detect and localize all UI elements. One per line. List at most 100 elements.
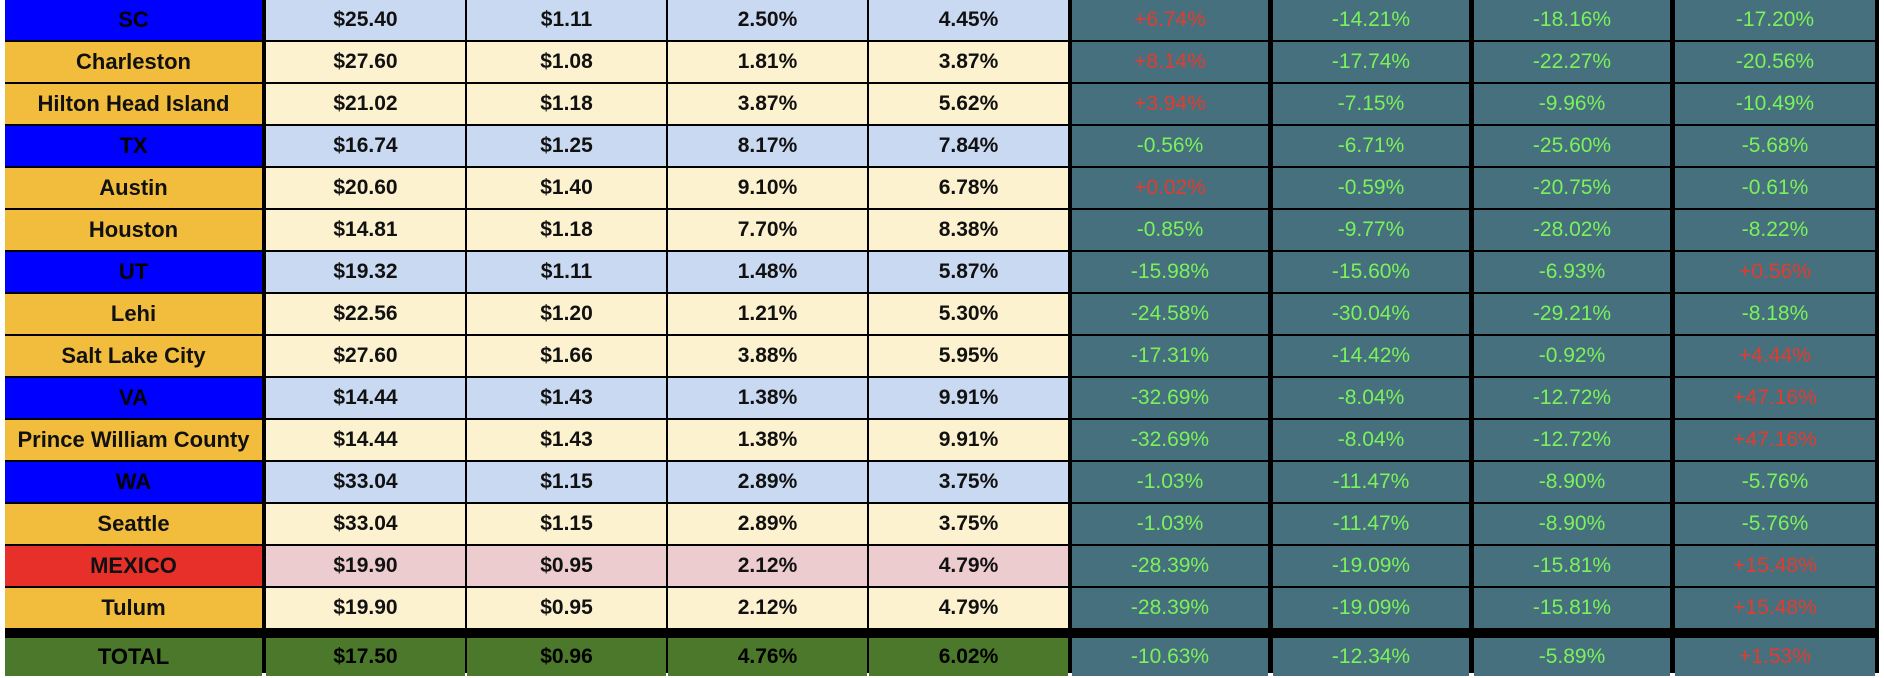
metric-value: 5.30% bbox=[869, 294, 1068, 334]
metric-value: $19.32 bbox=[266, 252, 465, 292]
location-name[interactable]: SC bbox=[5, 0, 262, 40]
location-name[interactable]: Hilton Head Island bbox=[5, 84, 262, 124]
metric-value: $14.81 bbox=[266, 210, 465, 250]
location-name[interactable]: Austin bbox=[5, 168, 262, 208]
change-value: -14.21% bbox=[1273, 0, 1469, 40]
change-value: +15.48% bbox=[1675, 546, 1875, 586]
change-value: -9.96% bbox=[1474, 84, 1670, 124]
metric-value: $14.44 bbox=[266, 420, 465, 460]
change-value: -20.56% bbox=[1675, 42, 1875, 82]
change-value: -8.04% bbox=[1273, 420, 1469, 460]
location-name[interactable]: Seattle bbox=[5, 504, 262, 544]
change-value: -30.04% bbox=[1273, 294, 1469, 334]
metric-value: $1.18 bbox=[467, 84, 666, 124]
change-value: -10.63% bbox=[1072, 638, 1268, 676]
metric-value: $1.25 bbox=[467, 126, 666, 166]
change-value: -9.77% bbox=[1273, 210, 1469, 250]
change-value: -28.39% bbox=[1072, 546, 1268, 586]
change-value: -24.58% bbox=[1072, 294, 1268, 334]
metric-value: $1.43 bbox=[467, 378, 666, 418]
change-value: -8.90% bbox=[1474, 462, 1670, 502]
metric-value: 6.02% bbox=[869, 638, 1068, 676]
change-value: -32.69% bbox=[1072, 378, 1268, 418]
metric-value: $27.60 bbox=[266, 42, 465, 82]
location-name[interactable]: TOTAL bbox=[5, 638, 262, 676]
location-name[interactable]: VA bbox=[5, 378, 262, 418]
metric-value: $16.74 bbox=[266, 126, 465, 166]
total-separator bbox=[5, 630, 1875, 636]
change-value: -15.81% bbox=[1474, 546, 1670, 586]
metric-value: $1.08 bbox=[467, 42, 666, 82]
metric-value: 1.21% bbox=[668, 294, 867, 334]
change-value: -10.49% bbox=[1675, 84, 1875, 124]
metric-value: 4.79% bbox=[869, 546, 1068, 586]
metric-value: 4.79% bbox=[869, 588, 1068, 628]
metric-value: 1.38% bbox=[668, 420, 867, 460]
metric-value: 8.17% bbox=[668, 126, 867, 166]
change-value: -5.68% bbox=[1675, 126, 1875, 166]
metric-value: $33.04 bbox=[266, 504, 465, 544]
change-value: -12.72% bbox=[1474, 420, 1670, 460]
change-value: -0.56% bbox=[1072, 126, 1268, 166]
change-value: -28.02% bbox=[1474, 210, 1670, 250]
change-value: -29.21% bbox=[1474, 294, 1670, 334]
metric-value: 2.12% bbox=[668, 546, 867, 586]
metric-value: 5.87% bbox=[869, 252, 1068, 292]
change-value: -5.76% bbox=[1675, 504, 1875, 544]
metric-value: $14.44 bbox=[266, 378, 465, 418]
metric-value: $0.96 bbox=[467, 638, 666, 676]
location-name[interactable]: Tulum bbox=[5, 588, 262, 628]
metric-value: $21.02 bbox=[266, 84, 465, 124]
change-value: +8.14% bbox=[1072, 42, 1268, 82]
location-name[interactable]: MEXICO bbox=[5, 546, 262, 586]
change-value: +47.16% bbox=[1675, 378, 1875, 418]
metric-value: 1.81% bbox=[668, 42, 867, 82]
location-name[interactable]: TX bbox=[5, 126, 262, 166]
metric-value: $1.66 bbox=[467, 336, 666, 376]
metric-value: 6.78% bbox=[869, 168, 1068, 208]
metric-value: 2.50% bbox=[668, 0, 867, 40]
metric-value: 3.88% bbox=[668, 336, 867, 376]
metric-value: $25.40 bbox=[266, 0, 465, 40]
change-value: +1.53% bbox=[1675, 638, 1875, 676]
metric-value: 5.95% bbox=[869, 336, 1068, 376]
metric-value: 8.38% bbox=[869, 210, 1068, 250]
metric-value: $22.56 bbox=[266, 294, 465, 334]
metric-value: 4.45% bbox=[869, 0, 1068, 40]
change-value: -0.61% bbox=[1675, 168, 1875, 208]
metric-value: 1.48% bbox=[668, 252, 867, 292]
location-name[interactable]: Salt Lake City bbox=[5, 336, 262, 376]
change-value: -17.20% bbox=[1675, 0, 1875, 40]
metric-value: 5.62% bbox=[869, 84, 1068, 124]
metric-value: 3.87% bbox=[668, 84, 867, 124]
change-value: -0.92% bbox=[1474, 336, 1670, 376]
location-name[interactable]: Houston bbox=[5, 210, 262, 250]
location-name[interactable]: WA bbox=[5, 462, 262, 502]
change-value: +15.48% bbox=[1675, 588, 1875, 628]
metric-value: $1.20 bbox=[467, 294, 666, 334]
change-value: -12.72% bbox=[1474, 378, 1670, 418]
location-name[interactable]: Prince William County bbox=[5, 420, 262, 460]
metric-value: $33.04 bbox=[266, 462, 465, 502]
location-name[interactable]: Lehi bbox=[5, 294, 262, 334]
metric-value: 2.12% bbox=[668, 588, 867, 628]
change-value: -5.89% bbox=[1474, 638, 1670, 676]
change-value: -1.03% bbox=[1072, 504, 1268, 544]
change-value: -8.18% bbox=[1675, 294, 1875, 334]
change-value: -18.16% bbox=[1474, 0, 1670, 40]
change-value: +4.44% bbox=[1675, 336, 1875, 376]
change-value: -12.34% bbox=[1273, 638, 1469, 676]
metric-value: 3.75% bbox=[869, 504, 1068, 544]
data-table: SC $25.40 $1.11 2.50% 4.45% +6.74% -14.21% -18.… bbox=[5, 0, 1879, 676]
metric-value: 7.84% bbox=[869, 126, 1068, 166]
metric-value: 2.89% bbox=[668, 462, 867, 502]
location-name[interactable]: UT bbox=[5, 252, 262, 292]
change-value: -15.60% bbox=[1273, 252, 1469, 292]
location-name[interactable]: Charleston bbox=[5, 42, 262, 82]
change-value: -0.85% bbox=[1072, 210, 1268, 250]
change-value: -7.15% bbox=[1273, 84, 1469, 124]
metric-value: 9.10% bbox=[668, 168, 867, 208]
change-value: -20.75% bbox=[1474, 168, 1670, 208]
metric-value: $20.60 bbox=[266, 168, 465, 208]
change-value: -15.81% bbox=[1474, 588, 1670, 628]
